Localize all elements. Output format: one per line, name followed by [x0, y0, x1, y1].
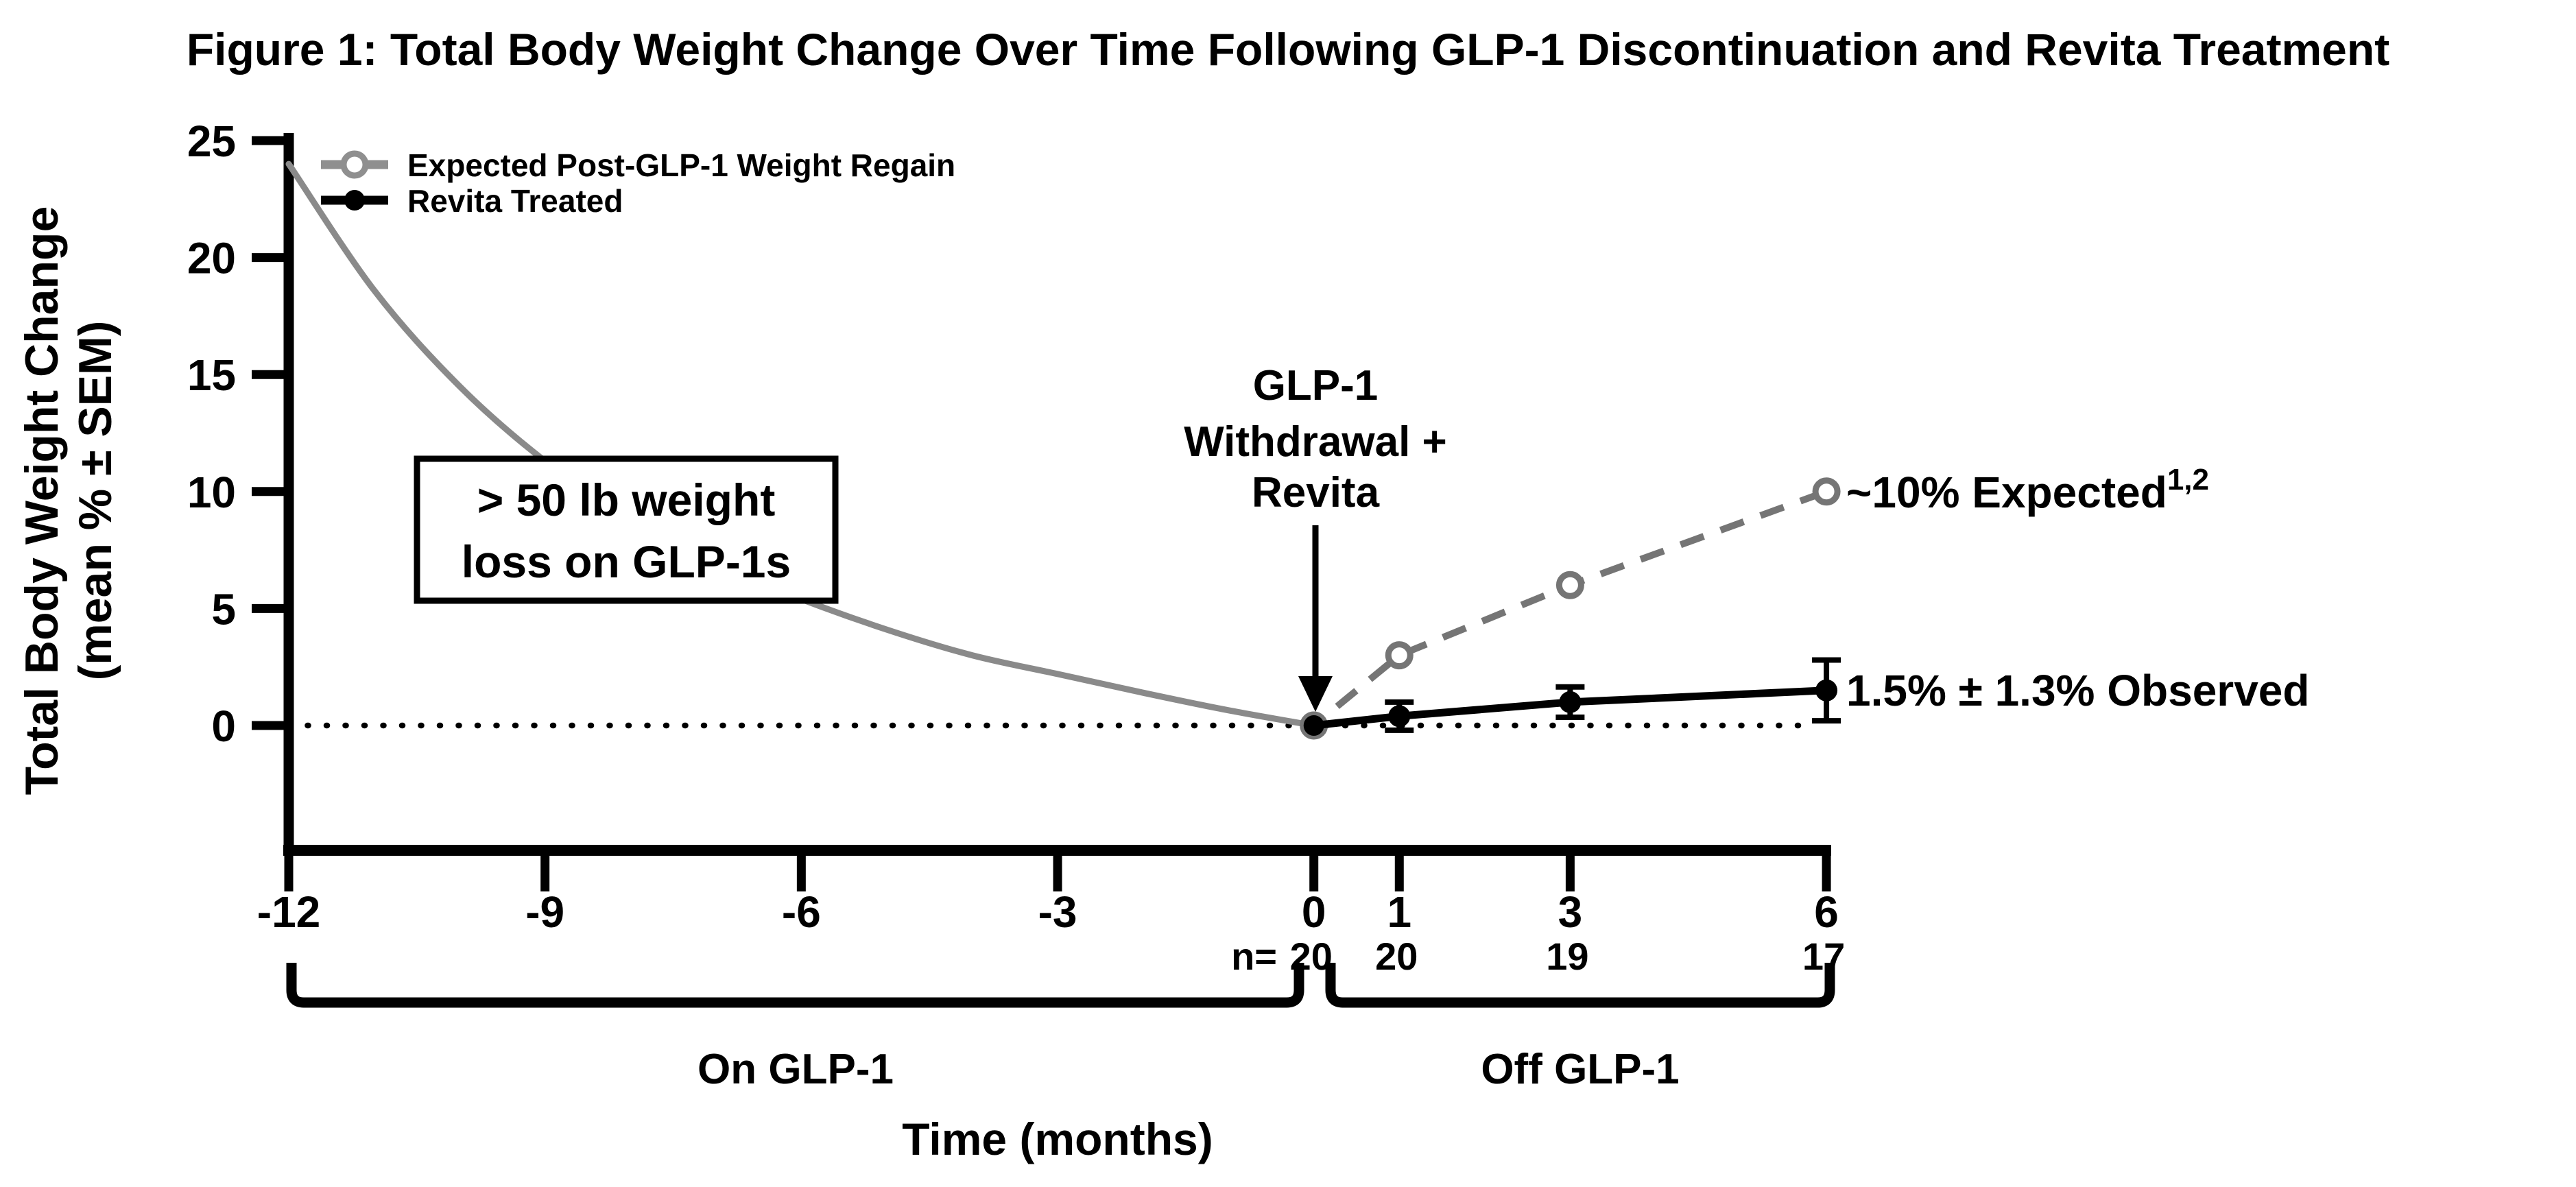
- y-axis-label-units: (mean % ± SEM): [69, 321, 121, 681]
- period-brackets: On GLP-1 Off GLP-1: [286, 963, 1835, 1093]
- x-tick-label: 6: [1814, 887, 1839, 937]
- observed-line: [1313, 686, 1827, 730]
- n-row-label: n=: [1231, 935, 1277, 978]
- on-glp1-bracket: [286, 963, 1304, 1008]
- n-value: 17: [1802, 935, 1845, 978]
- expected-dashed-line: [1311, 488, 1828, 728]
- weight-loss-box-line2: loss on GLP-1s: [462, 536, 791, 587]
- expected-point: [1555, 571, 1584, 599]
- on-glp1-label: On GLP-1: [697, 1046, 894, 1093]
- expected-point: [1385, 641, 1414, 670]
- legend-expected-open-circle-icon: [340, 150, 369, 179]
- expected-point: [1812, 477, 1841, 506]
- x-tick-label: -9: [525, 887, 564, 937]
- chart-title: Figure 1: Total Body Weight Change Over …: [187, 24, 2389, 75]
- y-axis-label: Total Body Weight Change: [16, 206, 68, 795]
- x-tick-label: -12: [257, 887, 321, 937]
- y-tick-label: 10: [187, 468, 236, 517]
- x-axis-label: Time (months): [902, 1114, 1213, 1164]
- legend-item-revita: Revita Treated: [321, 183, 623, 219]
- weight-loss-box-line1: > 50 lb weight: [477, 475, 776, 525]
- withdrawal-line1: GLP-1: [1253, 362, 1379, 409]
- n-value: 19: [1546, 935, 1588, 978]
- y-tick-label: 20: [187, 234, 236, 283]
- observed-point: [1303, 715, 1324, 736]
- off-glp1-bracket: [1325, 963, 1835, 1008]
- legend: Expected Post-GLP-1 Weight Regain Revita…: [321, 147, 955, 219]
- observed-point: [1815, 679, 1838, 702]
- weight-loss-box: [414, 455, 839, 604]
- observed-point: [1559, 691, 1582, 713]
- legend-expected-label: Expected Post-GLP-1 Weight Regain: [407, 147, 955, 183]
- y-tick-label: 15: [187, 350, 236, 400]
- off-glp1-label: Off GLP-1: [1481, 1046, 1679, 1093]
- legend-item-expected: Expected Post-GLP-1 Weight Regain: [321, 147, 955, 183]
- legend-revita-filled-circle-icon: [344, 190, 365, 211]
- withdrawal-line3: Revita: [1252, 469, 1380, 516]
- observed-point: [1388, 705, 1411, 728]
- y-tick-label: 5: [211, 584, 236, 634]
- data-series-layer: [1300, 477, 1841, 740]
- withdrawal-arrow-head-icon: [1298, 676, 1333, 712]
- x-tick-label: -6: [782, 887, 821, 937]
- y-tick-label: 0: [211, 702, 236, 751]
- y-tick-label: 25: [187, 117, 236, 166]
- expected-series-label-text: ~10% Expected: [1846, 468, 2167, 517]
- x-tick-label: 1: [1387, 887, 1411, 937]
- n-value: 20: [1375, 935, 1418, 978]
- observed-series-label: 1.5% ± 1.3% Observed: [1846, 666, 2309, 715]
- x-tick-label: 0: [1302, 887, 1326, 937]
- expected-series-label-superscript: 1,2: [2167, 463, 2209, 496]
- legend-revita-label: Revita Treated: [407, 183, 623, 219]
- withdrawal-line2: Withdrawal +: [1184, 418, 1447, 466]
- expected-series-label: ~10% Expected1,2: [1846, 463, 2209, 517]
- x-tick-label: 3: [1558, 887, 1583, 937]
- withdrawal-annotation: GLP-1 Withdrawal + Revita: [1184, 362, 1447, 712]
- weight-loss-annotation: > 50 lb weight loss on GLP-1s: [414, 455, 839, 604]
- x-tick-label: -3: [1038, 887, 1077, 937]
